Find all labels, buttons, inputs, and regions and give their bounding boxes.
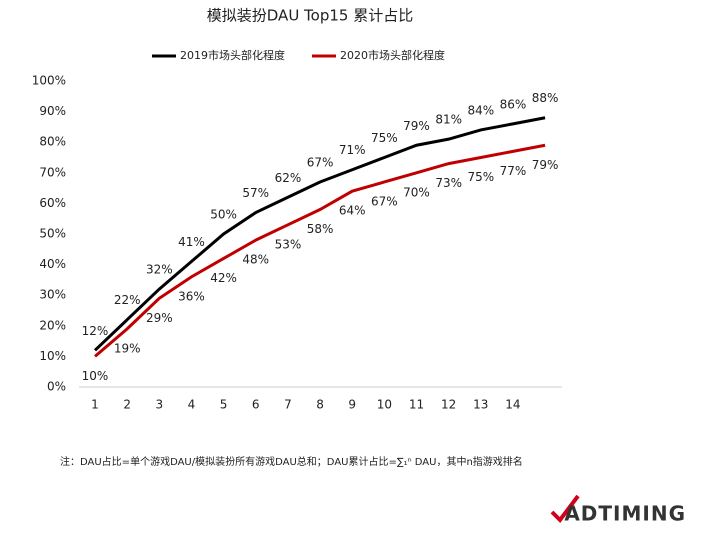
y-tick-label: 30% (39, 288, 66, 302)
x-tick-label: 6 (252, 398, 260, 412)
data-label: 57% (242, 186, 269, 200)
x-tick-label: 5 (220, 398, 228, 412)
x-tick-label: 14 (505, 398, 520, 412)
legend-label: 2019市场头部化程度 (180, 48, 285, 62)
footnote: 注：DAU占比=单个游戏DAU/模拟装扮所有游戏DAU总和；DAU累计占比=∑₁… (60, 455, 523, 468)
series-line (94, 143, 546, 358)
data-label: 67% (371, 194, 398, 208)
y-tick-label: 10% (39, 349, 66, 363)
data-label: 32% (146, 263, 173, 277)
y-tick-label: 90% (39, 104, 66, 118)
data-label: 75% (467, 170, 494, 184)
y-tick-label: 70% (39, 165, 66, 179)
data-label: 79% (403, 119, 430, 133)
x-tick-label: 13 (473, 398, 488, 412)
data-label: 88% (532, 91, 559, 105)
logo-mark (550, 494, 580, 524)
data-label: 29% (146, 311, 173, 325)
x-tick-label: 10 (377, 398, 392, 412)
data-label: 12% (82, 324, 109, 338)
data-label: 53% (275, 237, 302, 251)
data-label: 48% (242, 253, 269, 267)
x-tick-label: 3 (155, 398, 163, 412)
data-label: 86% (500, 97, 527, 111)
x-tick-label: 9 (348, 398, 356, 412)
x-tick-label: 7 (284, 398, 292, 412)
logo: ADTIMING (564, 502, 686, 526)
y-tick-label: 100% (32, 74, 66, 88)
data-label: 71% (339, 143, 366, 157)
data-label: 70% (403, 185, 430, 199)
data-label: 50% (210, 208, 237, 222)
y-tick-label: 20% (39, 318, 66, 332)
y-tick-label: 60% (39, 196, 66, 210)
data-label: 41% (178, 235, 205, 249)
x-tick-label: 4 (188, 398, 196, 412)
data-label: 79% (532, 158, 559, 172)
y-tick-label: 50% (39, 227, 66, 241)
data-label: 64% (339, 204, 366, 218)
data-label: 10% (82, 369, 109, 383)
x-tick-label: 12 (441, 398, 456, 412)
x-tick-label: 11 (409, 398, 424, 412)
x-tick-label: 8 (316, 398, 324, 412)
y-tick-label: 80% (39, 135, 66, 149)
data-label: 81% (435, 113, 462, 127)
data-label: 84% (467, 103, 494, 117)
x-tick-label: 1 (91, 398, 99, 412)
data-label: 62% (275, 171, 302, 185)
data-label: 75% (371, 131, 398, 145)
data-label: 67% (307, 155, 334, 169)
y-tick-label: 0% (47, 380, 66, 394)
data-label: 77% (500, 164, 527, 178)
data-label: 36% (178, 289, 205, 303)
chart-title: 模拟装扮DAU Top15 累计占比 (207, 7, 413, 25)
legend-label: 2020市场头部化程度 (340, 48, 445, 62)
x-tick-label: 2 (123, 398, 131, 412)
series-line (93, 116, 546, 352)
data-label: 22% (114, 293, 141, 307)
data-label: 73% (435, 176, 462, 190)
data-label: 19% (114, 341, 141, 355)
data-label: 42% (210, 271, 237, 285)
data-label: 58% (307, 222, 334, 236)
y-tick-label: 40% (39, 257, 66, 271)
